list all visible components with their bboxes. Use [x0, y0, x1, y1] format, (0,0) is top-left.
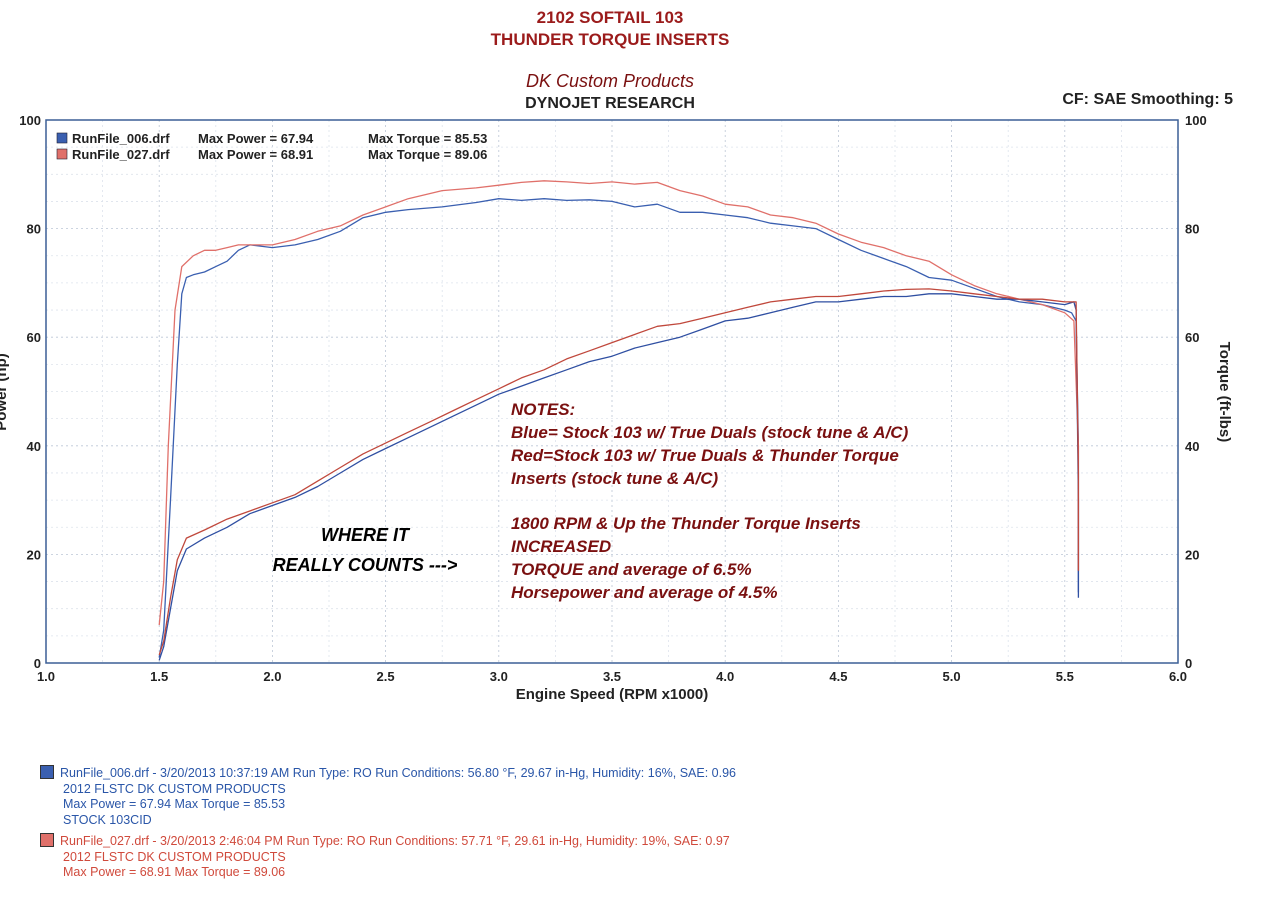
- x-axis-ticks: 1.0 1.5 2.0 2.5 3.0 3.5 4.0 4.5 5.0 5.5 6.0: [37, 669, 1187, 684]
- x-tick-label: 1.0: [37, 669, 55, 684]
- x-tick-label: 6.0: [1169, 669, 1187, 684]
- notes-line: INCREASED: [511, 537, 612, 556]
- where-it-counts-annotation: WHERE IT REALLY COUNTS --->: [235, 520, 495, 580]
- series-line-power-blue: [158, 293, 1080, 661]
- notes-line: Inserts (stock tune & A/C): [511, 469, 719, 488]
- run2-line1: RunFile_027.drf - 3/20/2013 2:46:04 PM R…: [60, 834, 730, 848]
- left-tick-label: 0: [34, 656, 41, 671]
- left-tick-label: 20: [27, 547, 41, 562]
- legend-swatch-red: [56, 148, 68, 160]
- x-tick-label: 3.0: [490, 669, 508, 684]
- chart-title-line2: THUNDER TORQUE INSERTS: [490, 30, 730, 49]
- x-tick-label: 5.0: [943, 669, 961, 684]
- left-axis-label: Power (hp): [0, 353, 10, 431]
- legend-power-1: Max Power = 67.94: [198, 131, 314, 146]
- right-tick-label: 0: [1185, 656, 1192, 671]
- dyno-name: DYNOJET RESEARCH: [525, 95, 695, 112]
- left-tick-label: 40: [27, 439, 41, 454]
- annotation-line: REALLY COUNTS --->: [272, 555, 458, 575]
- settings-label: CF: SAE Smoothing: 5: [1062, 91, 1233, 108]
- run2-line3: Max Power = 68.91 Max Torque = 89.06: [63, 865, 286, 879]
- series-line-power-red: [158, 288, 1080, 656]
- left-tick-label: 60: [27, 330, 41, 345]
- run1-swatch: [40, 765, 54, 779]
- right-tick-label: 20: [1185, 547, 1199, 562]
- chart-legend: RunFile_006.drf Max Power = 67.94 Max To…: [56, 131, 487, 162]
- x-tick-label: 3.5: [603, 669, 621, 684]
- legend-file-1: RunFile_006.drf: [72, 131, 170, 146]
- x-tick-label: 4.5: [829, 669, 847, 684]
- x-tick-label: 4.0: [716, 669, 734, 684]
- run1-line4: STOCK 103CID: [63, 812, 152, 827]
- x-tick-label: 2.5: [377, 669, 395, 684]
- run2-swatch: [40, 833, 54, 847]
- run-info-1: RunFile_006.drf - 3/20/2013 10:37:19 AM …: [40, 765, 736, 828]
- left-axis-ticks: 0 20 40 60 80 100: [19, 113, 41, 671]
- legend-power-2: Max Power = 68.91: [198, 147, 313, 162]
- legend-file-2: RunFile_027.drf: [72, 147, 170, 162]
- notes-block: NOTES: Blue= Stock 103 w/ True Duals (st…: [511, 398, 1031, 604]
- legend-torque-2: Max Torque = 89.06: [368, 147, 487, 162]
- x-tick-label: 1.5: [150, 669, 168, 684]
- company-name: DK Custom Products: [525, 71, 695, 91]
- run2-line2: 2012 FLSTC DK CUSTOM PRODUCTS: [63, 849, 286, 864]
- chart-title-line1: 2102 SOFTAIL 103: [536, 8, 684, 27]
- chart-grid: [45, 119, 1179, 664]
- run-info-2: RunFile_027.drf - 3/20/2013 2:46:04 PM R…: [40, 833, 730, 881]
- x-axis-label: Engine Speed (RPM x1000): [516, 686, 709, 703]
- notes-line: Blue= Stock 103 w/ True Duals (stock tun…: [511, 423, 909, 442]
- run1-line3: Max Power = 67.94 Max Torque = 85.53: [63, 797, 286, 811]
- notes-line: TORQUE and average of 6.5%: [511, 560, 752, 579]
- run1-line1: RunFile_006.drf - 3/20/2013 10:37:19 AM …: [60, 766, 736, 780]
- notes-line: Horsepower and average of 4.5%: [511, 583, 778, 602]
- x-tick-label: 5.5: [1056, 669, 1074, 684]
- annotation-line: WHERE IT: [321, 525, 409, 545]
- notes-line: 1800 RPM & Up the Thunder Torque Inserts: [511, 514, 861, 533]
- x-tick-label: 2.0: [263, 669, 281, 684]
- series-line-torque-red: [158, 180, 1080, 626]
- legend-torque-1: Max Torque = 85.53: [368, 131, 487, 146]
- right-tick-label: 40: [1185, 439, 1199, 454]
- left-tick-label: 80: [27, 222, 41, 237]
- run1-line2: 2012 FLSTC DK CUSTOM PRODUCTS: [63, 781, 286, 796]
- notes-heading: NOTES:: [511, 400, 576, 419]
- dyno-chart: 1.0 1.5 2.0 2.5 3.0 3.5 4.0 4.5 5.0 5.5 6.0 0 20 40 6…: [0, 113, 1233, 703]
- legend-swatch-blue: [56, 132, 68, 144]
- chart-series: [158, 180, 1080, 661]
- notes-line: Red=Stock 103 w/ True Duals & Thunder To…: [511, 446, 899, 465]
- series-line-torque-blue: [158, 198, 1080, 658]
- right-axis-label: Torque (ft-lbs): [1216, 342, 1233, 443]
- right-axis-ticks: 0 20 40 60 80 100: [1185, 113, 1207, 671]
- right-tick-label: 100: [1185, 113, 1207, 128]
- right-tick-label: 60: [1185, 330, 1199, 345]
- left-tick-label: 100: [19, 113, 41, 128]
- plot-area-border: [45, 119, 1179, 664]
- right-tick-label: 80: [1185, 222, 1199, 237]
